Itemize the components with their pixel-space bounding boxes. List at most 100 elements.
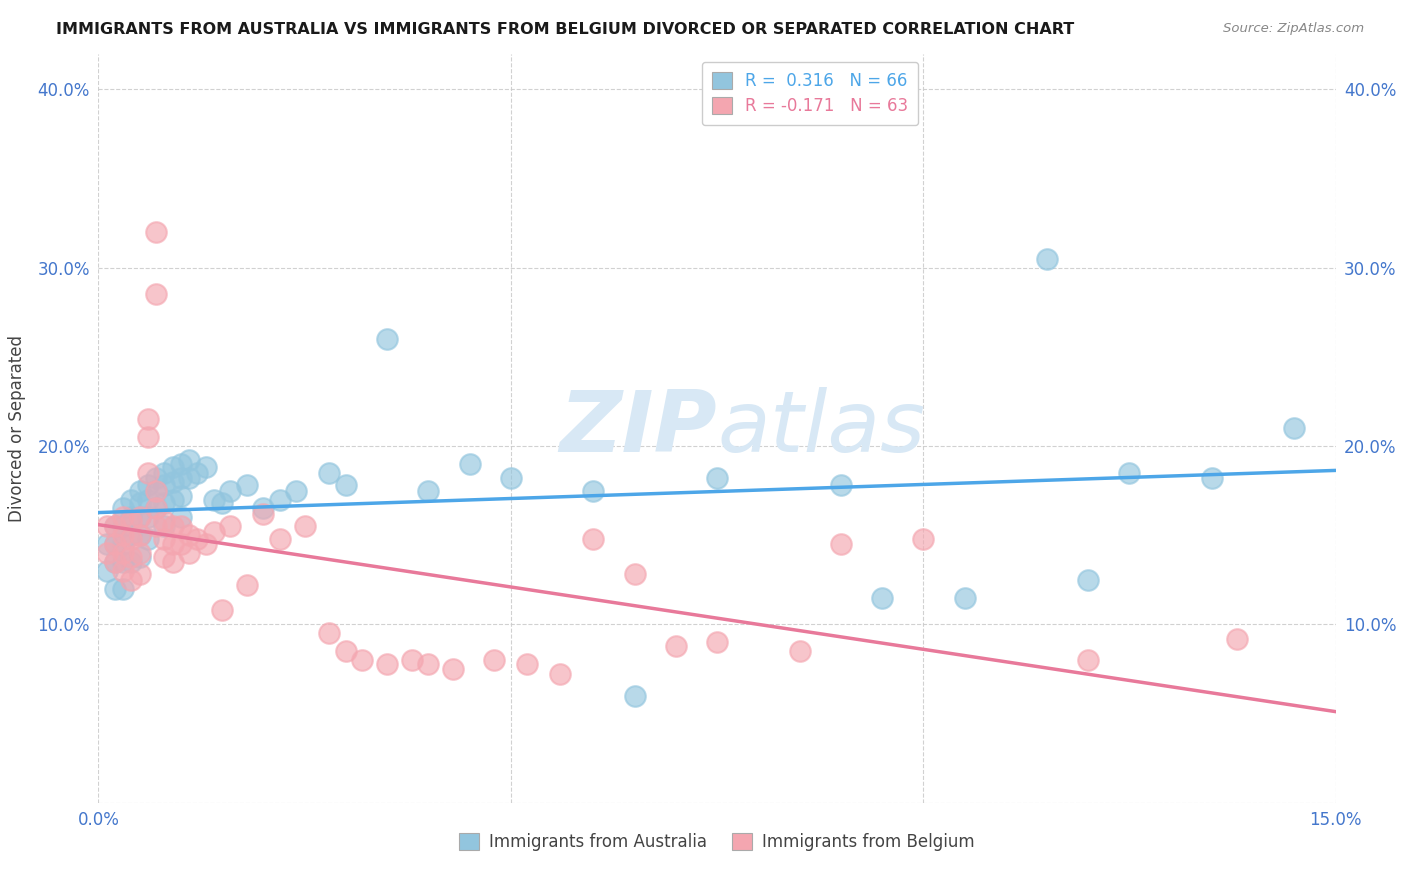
Point xyxy=(120,549,142,564)
Point xyxy=(170,457,193,471)
Point xyxy=(194,537,217,551)
Point xyxy=(128,567,150,582)
Point xyxy=(1118,466,1140,480)
Point xyxy=(96,519,118,533)
Point xyxy=(112,537,135,551)
Point xyxy=(136,412,159,426)
Point xyxy=(285,483,308,498)
Point xyxy=(912,532,935,546)
Legend: Immigrants from Australia, Immigrants from Belgium: Immigrants from Australia, Immigrants fr… xyxy=(453,827,981,858)
Point xyxy=(112,528,135,542)
Point xyxy=(318,626,340,640)
Point xyxy=(706,635,728,649)
Point xyxy=(104,582,127,596)
Point xyxy=(153,532,176,546)
Point xyxy=(112,555,135,569)
Point xyxy=(211,496,233,510)
Point xyxy=(194,460,217,475)
Point xyxy=(153,466,176,480)
Point xyxy=(104,537,127,551)
Point xyxy=(96,564,118,578)
Point xyxy=(665,639,688,653)
Point xyxy=(179,471,201,485)
Point xyxy=(186,466,208,480)
Point xyxy=(202,492,225,507)
Point xyxy=(1077,573,1099,587)
Point xyxy=(252,501,274,516)
Point xyxy=(153,496,176,510)
Point xyxy=(128,549,150,564)
Point xyxy=(112,582,135,596)
Point xyxy=(120,528,142,542)
Point xyxy=(112,510,135,524)
Point xyxy=(352,653,374,667)
Point xyxy=(145,483,167,498)
Point xyxy=(153,478,176,492)
Point xyxy=(120,532,142,546)
Point xyxy=(269,492,291,507)
Point xyxy=(706,471,728,485)
Text: Source: ZipAtlas.com: Source: ZipAtlas.com xyxy=(1223,22,1364,36)
Point xyxy=(153,519,176,533)
Point xyxy=(953,591,976,605)
Y-axis label: Divorced or Separated: Divorced or Separated xyxy=(8,334,27,522)
Point xyxy=(128,528,150,542)
Point xyxy=(136,510,159,524)
Point xyxy=(104,555,127,569)
Point xyxy=(145,519,167,533)
Text: IMMIGRANTS FROM AUSTRALIA VS IMMIGRANTS FROM BELGIUM DIVORCED OR SEPARATED CORRE: IMMIGRANTS FROM AUSTRALIA VS IMMIGRANTS … xyxy=(56,22,1074,37)
Point xyxy=(104,537,127,551)
Point xyxy=(236,478,259,492)
Point xyxy=(186,532,208,546)
Point xyxy=(1201,471,1223,485)
Point xyxy=(153,514,176,528)
Point xyxy=(789,644,811,658)
Point xyxy=(120,555,142,569)
Point xyxy=(128,528,150,542)
Point xyxy=(112,546,135,560)
Point xyxy=(112,564,135,578)
Point xyxy=(211,603,233,617)
Point xyxy=(499,471,522,485)
Point xyxy=(128,496,150,510)
Point xyxy=(96,546,118,560)
Point xyxy=(335,478,357,492)
Point xyxy=(104,519,127,533)
Point xyxy=(153,549,176,564)
Point xyxy=(128,510,150,524)
Point xyxy=(104,519,127,533)
Point xyxy=(136,466,159,480)
Point xyxy=(128,483,150,498)
Point xyxy=(136,532,159,546)
Point xyxy=(162,492,184,507)
Point xyxy=(418,657,440,671)
Point xyxy=(145,501,167,516)
Point xyxy=(484,653,506,667)
Point xyxy=(830,478,852,492)
Point xyxy=(294,519,316,533)
Point xyxy=(179,546,201,560)
Point xyxy=(128,546,150,560)
Point xyxy=(162,537,184,551)
Point xyxy=(179,528,201,542)
Point xyxy=(179,453,201,467)
Point xyxy=(202,524,225,539)
Point xyxy=(162,519,184,533)
Point xyxy=(120,492,142,507)
Point xyxy=(441,662,464,676)
Point xyxy=(112,501,135,516)
Point xyxy=(1036,252,1059,266)
Point xyxy=(145,471,167,485)
Point xyxy=(1284,421,1306,435)
Point xyxy=(170,519,193,533)
Point xyxy=(269,532,291,546)
Point xyxy=(162,460,184,475)
Point xyxy=(375,657,398,671)
Point xyxy=(623,689,645,703)
Point xyxy=(516,657,538,671)
Point xyxy=(1226,632,1249,646)
Point xyxy=(1077,653,1099,667)
Point xyxy=(136,478,159,492)
Point xyxy=(401,653,423,667)
Point xyxy=(418,483,440,498)
